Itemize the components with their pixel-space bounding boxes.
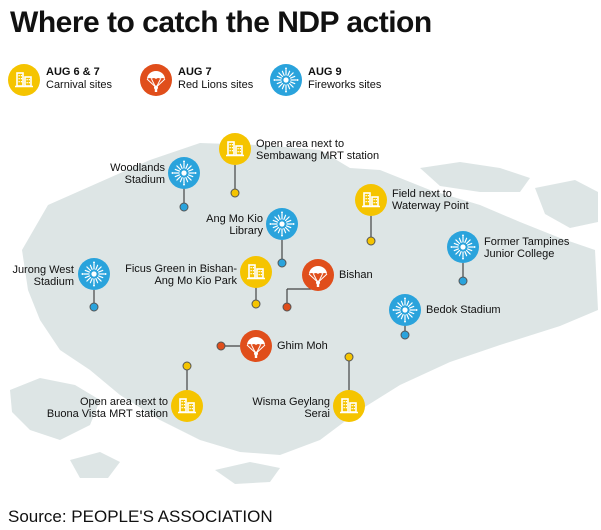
woodlands-firework-icon xyxy=(167,156,201,190)
buona-vista-dot xyxy=(182,361,192,371)
label-woodlands: Woodlands Stadium xyxy=(110,162,165,186)
parachute-icon xyxy=(140,64,172,96)
waterway-building-icon xyxy=(354,183,388,217)
firework-icon xyxy=(270,64,302,96)
label-sembawang: Open area next to Sembawang MRT station xyxy=(256,138,380,162)
ficus-dot xyxy=(251,299,261,309)
label-bishan: Bishan xyxy=(339,269,373,281)
building-icon xyxy=(8,64,40,96)
label-ghim-moh: Ghim Moh xyxy=(277,340,328,352)
ghim-moh-parachute-icon xyxy=(239,329,273,363)
amk-library-firework-icon xyxy=(265,207,299,241)
label-jurong: Jurong West Stadium xyxy=(12,264,74,288)
ficus-building-icon xyxy=(239,255,273,289)
sembawang-dot xyxy=(230,188,240,198)
jurong-firework-icon xyxy=(77,257,111,291)
southern-island-shape xyxy=(70,452,120,478)
label-ficus: Ficus Green in Bishan- Ang Mo Kio Park xyxy=(125,263,237,287)
sembawang-building-icon xyxy=(218,132,252,166)
amk-library-dot xyxy=(277,258,287,268)
waterway-dot xyxy=(366,236,376,246)
pulau-tekong-shape xyxy=(535,180,598,228)
jurong-dot xyxy=(89,302,99,312)
label-tampines: Former Tampines Junior College xyxy=(484,236,570,260)
bishan-dot xyxy=(282,302,292,312)
geylang-dot xyxy=(344,352,354,362)
jurong-island-shape xyxy=(10,378,100,440)
sentosa-shape xyxy=(215,462,280,484)
label-amk-library: Ang Mo Kio Library xyxy=(206,213,263,237)
legend-red-lions-label: Red Lions sites xyxy=(178,79,254,91)
label-buona-vista: Open area next to Buona Vista MRT statio… xyxy=(46,396,168,420)
legend-carnival-date: AUG 6 & 7 xyxy=(46,66,100,78)
mainland-shape xyxy=(22,143,598,455)
bishan-parachute-icon xyxy=(301,258,335,292)
tampines-firework-icon xyxy=(446,230,480,264)
ghim-moh-dot xyxy=(216,341,226,351)
bedok-dot xyxy=(400,330,410,340)
label-bedok: Bedok Stadium xyxy=(426,304,501,316)
legend-carnival-label: Carnival sites xyxy=(46,79,113,91)
geylang-building-icon xyxy=(332,389,366,423)
bedok-firework-icon xyxy=(388,293,422,327)
woodlands-dot xyxy=(179,202,189,212)
label-waterway: Field next to Waterway Point xyxy=(392,188,469,212)
map-title: Where to catch the NDP action xyxy=(10,6,432,39)
legend-fireworks-date: AUG 9 xyxy=(308,66,342,78)
pulau-ubin-shape xyxy=(420,162,530,192)
buona-vista-building-icon xyxy=(170,389,204,423)
source-credit: Source: PEOPLE'S ASSOCIATION xyxy=(8,507,273,526)
tampines-dot xyxy=(458,276,468,286)
legend-red-lions-date: AUG 7 xyxy=(178,66,212,78)
label-geylang: Wisma Geylang Serai xyxy=(252,396,330,420)
legend-fireworks-label: Fireworks sites xyxy=(308,79,382,91)
